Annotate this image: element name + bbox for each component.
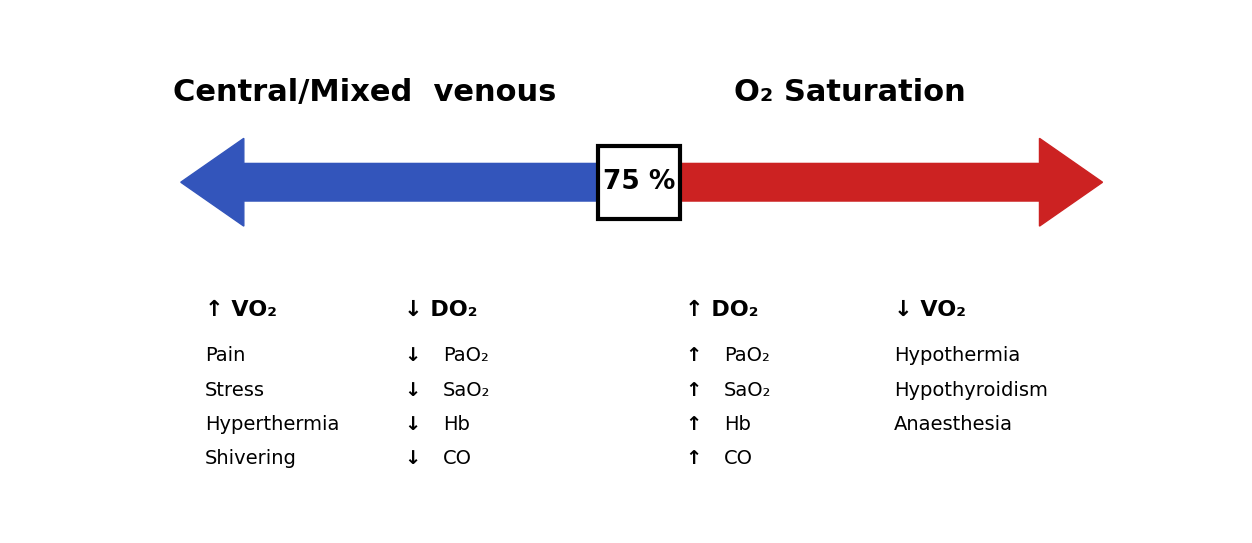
Text: Hyperthermia: Hyperthermia xyxy=(205,415,339,434)
Text: SaO₂: SaO₂ xyxy=(443,381,491,400)
Text: Stress: Stress xyxy=(205,381,265,400)
Text: Hypothermia: Hypothermia xyxy=(894,346,1020,365)
Text: ↓: ↓ xyxy=(404,381,421,400)
Text: ↓ VO₂: ↓ VO₂ xyxy=(894,300,967,320)
Text: SaO₂: SaO₂ xyxy=(724,381,771,400)
Text: ↓: ↓ xyxy=(404,346,421,365)
Text: PaO₂: PaO₂ xyxy=(443,346,488,365)
Text: Hypothyroidism: Hypothyroidism xyxy=(894,381,1048,400)
Text: Hb: Hb xyxy=(724,415,751,434)
Text: ↓: ↓ xyxy=(404,415,421,434)
Polygon shape xyxy=(607,138,1103,226)
Text: ↑: ↑ xyxy=(685,381,701,400)
Text: ↑: ↑ xyxy=(685,449,701,468)
Polygon shape xyxy=(180,138,627,226)
Text: Hb: Hb xyxy=(443,415,470,434)
Text: CO: CO xyxy=(724,449,754,468)
Text: ↑ VO₂: ↑ VO₂ xyxy=(205,300,277,320)
Text: 75 %: 75 % xyxy=(603,169,675,195)
Text: ↓ DO₂: ↓ DO₂ xyxy=(404,300,477,320)
Text: CO: CO xyxy=(443,449,472,468)
Text: Central/Mixed  venous: Central/Mixed venous xyxy=(174,78,557,107)
Text: ↓: ↓ xyxy=(404,449,421,468)
Text: Shivering: Shivering xyxy=(205,449,297,468)
Text: ↑: ↑ xyxy=(685,346,701,365)
Text: O₂ Saturation: O₂ Saturation xyxy=(735,78,967,107)
Text: ↑: ↑ xyxy=(685,415,701,434)
Text: PaO₂: PaO₂ xyxy=(724,346,770,365)
Text: Pain: Pain xyxy=(205,346,245,365)
Text: ↑ DO₂: ↑ DO₂ xyxy=(685,300,759,320)
Text: Anaesthesia: Anaesthesia xyxy=(894,415,1013,434)
FancyBboxPatch shape xyxy=(598,146,681,219)
